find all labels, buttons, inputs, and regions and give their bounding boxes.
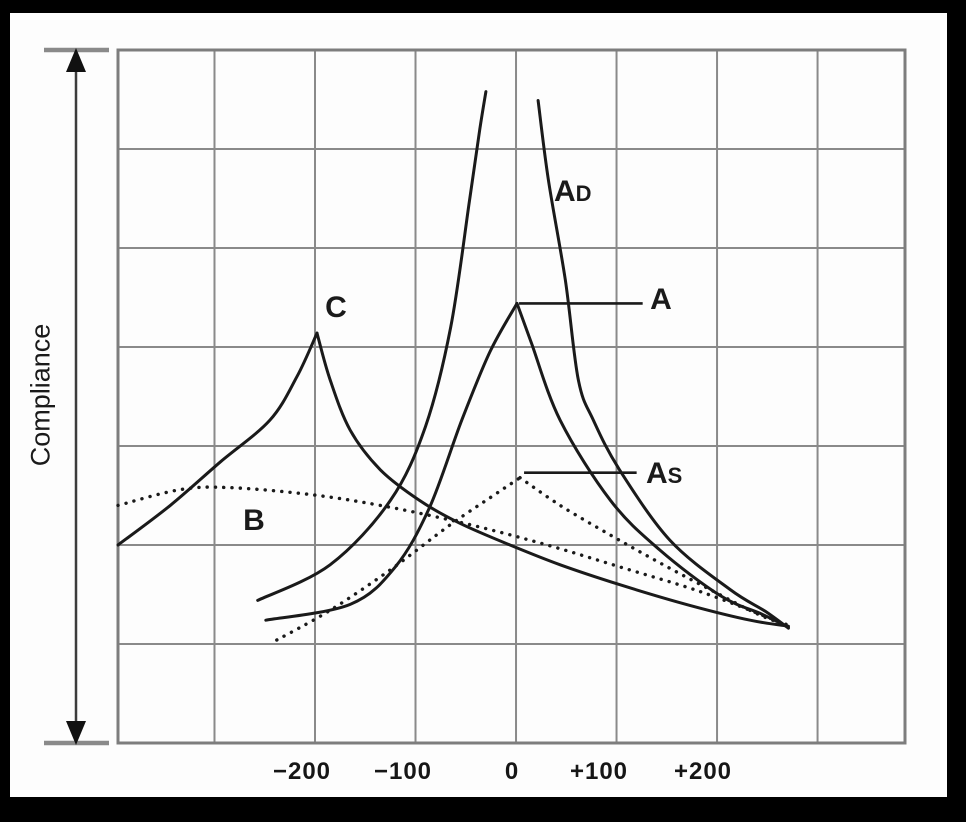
curve-A (264, 301, 519, 622)
x-tick-label: −200 (272, 758, 332, 785)
x-tick-label: +100 (569, 758, 629, 785)
curve-label-C: C (325, 293, 347, 323)
arrow-up-icon (66, 48, 86, 72)
curve-As (275, 476, 522, 642)
curve-label-A: A (650, 285, 672, 315)
curve-label-B-text: B (243, 504, 265, 537)
curve-label-C-text: C (325, 291, 347, 324)
curve-label-Ad: AD (554, 177, 592, 207)
curve-label-Ad-main: A (554, 175, 576, 208)
arrow-down-icon (66, 721, 86, 745)
curve-label-A-text: A (650, 283, 672, 316)
curve-Ad (536, 99, 790, 630)
curve-label-As: AS (646, 459, 682, 489)
curve-C (315, 331, 790, 628)
curve-A (515, 301, 790, 629)
curve-C (116, 331, 319, 547)
curve-label-As-sub: S (667, 463, 683, 488)
x-tick-label: −100 (373, 758, 433, 785)
curve-Ad (256, 90, 488, 602)
y-axis-label: Compliance (25, 323, 56, 467)
curve-As (518, 476, 791, 627)
curve-label-As-main: A (646, 457, 668, 490)
x-tick-label: 0 (504, 758, 520, 785)
curve-label-Ad-sub: D (575, 181, 592, 206)
curve-label-B: B (243, 506, 265, 536)
plot-border (116, 48, 907, 745)
x-tick-label: +200 (673, 758, 733, 785)
